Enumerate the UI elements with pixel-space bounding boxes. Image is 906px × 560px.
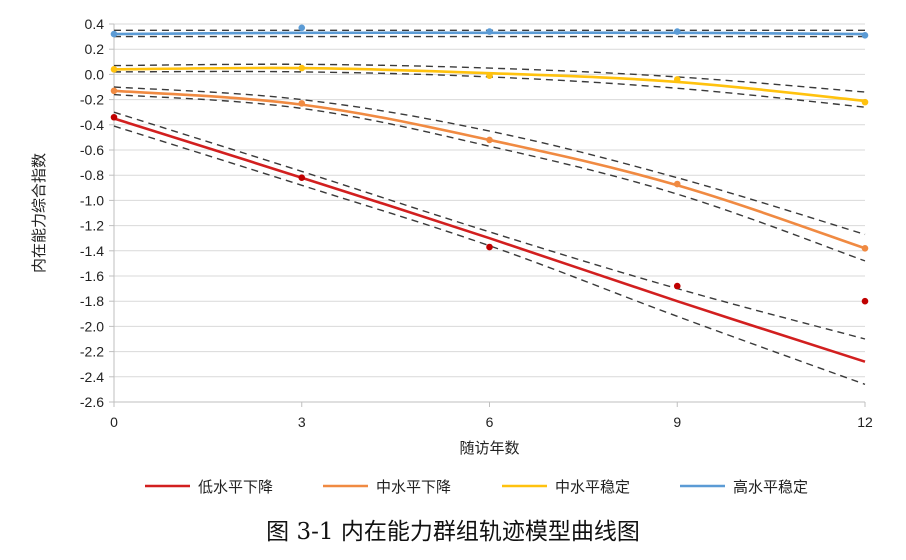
y-tick-label: -0.6 (80, 142, 104, 158)
legend-label: 中水平下降 (376, 478, 451, 496)
data-point (298, 100, 306, 107)
axes (109, 23, 866, 407)
x-axis-title: 随访年数 (459, 439, 519, 457)
ci-lower-line (113, 93, 866, 262)
ci-upper-line (113, 86, 866, 236)
legend-label: 高水平稳定 (733, 478, 808, 496)
y-axis-title: 内在能力综合指数 (30, 153, 48, 273)
data-point (673, 28, 681, 35)
series-line (113, 89, 866, 250)
y-tick-label: 0.0 (85, 66, 105, 82)
data-point (861, 32, 869, 39)
confidence-bands (113, 29, 866, 386)
y-tick-label: -2.6 (80, 394, 104, 410)
y-tick-label: -2.4 (80, 369, 104, 385)
y-tick-label: 0.2 (85, 41, 105, 57)
data-point (673, 180, 681, 188)
ci-lower-line (113, 125, 866, 386)
y-tick-label: 0.4 (85, 16, 105, 32)
data-point (298, 24, 306, 32)
data-point (861, 297, 869, 305)
data-point (298, 174, 306, 182)
data-point (110, 30, 118, 38)
data-point (486, 72, 493, 79)
ci-upper-line (113, 63, 866, 93)
data-point (861, 244, 869, 252)
series-line (113, 117, 866, 363)
data-point (861, 98, 869, 106)
data-point (110, 87, 118, 95)
data-point (110, 113, 118, 121)
data-point (298, 64, 306, 72)
data-point (110, 66, 118, 73)
y-tick-label: -1.4 (80, 243, 104, 259)
y-tick-label: -2.0 (80, 318, 104, 334)
legend-label: 低水平下降 (198, 478, 273, 496)
y-tick-label: -1.6 (80, 268, 104, 284)
ci-upper-line (113, 111, 866, 340)
y-tick-label: -2.2 (80, 344, 104, 360)
x-tick-label: 3 (298, 414, 306, 430)
y-tick-label: -1.8 (80, 293, 104, 309)
x-tick-label: 6 (486, 414, 494, 430)
x-tick-labels: 0 3 6 9 12 (110, 414, 873, 430)
data-point (673, 76, 681, 83)
figure-caption: 图 3-1 内在能力群组轨迹模型曲线图 (266, 519, 640, 545)
y-tick-label: -0.8 (80, 167, 104, 183)
grid-lines (114, 23, 865, 403)
y-tick-label: -0.4 (80, 117, 104, 133)
y-tick-label: -1.0 (80, 192, 104, 208)
x-tick-label: 9 (673, 414, 681, 430)
y-tick-label: -1.2 (80, 218, 104, 234)
legend-label: 中水平稳定 (555, 478, 630, 496)
data-point (486, 28, 493, 35)
legend: 低水平下降 中水平下降 中水平稳定 高水平稳定 (145, 478, 808, 496)
data-point (486, 136, 493, 144)
x-tick-label: 12 (857, 414, 873, 430)
y-tick-labels: 0.4 0.2 0.0 -0.2 -0.4 -0.6 -0.8 -1.0 -1.2 -1.4 -1.… (80, 16, 104, 410)
observed-points (110, 24, 869, 305)
data-point (673, 282, 681, 290)
data-point (486, 243, 493, 251)
y-tick-label: -0.2 (80, 92, 104, 108)
x-tick-label: 0 (110, 414, 118, 430)
